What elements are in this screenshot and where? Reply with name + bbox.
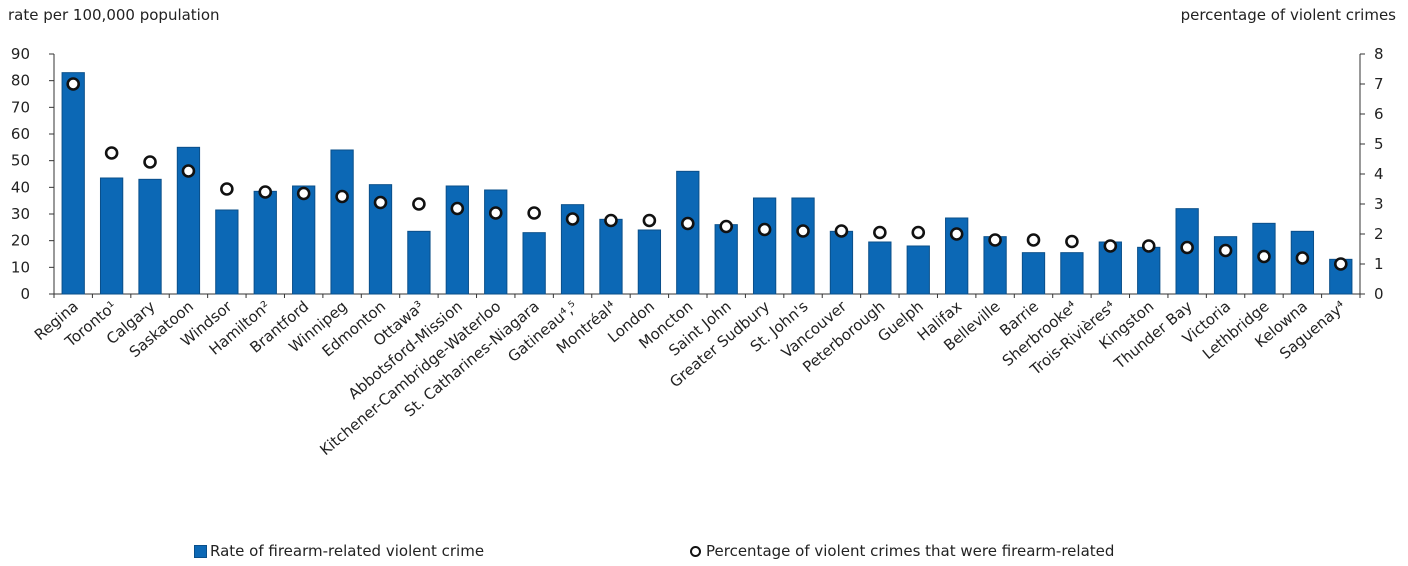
y-left-tick-label: 70	[11, 98, 30, 116]
legend-label-rate: Rate of firearm-related violent crime	[210, 542, 485, 560]
y-axis-right-title: percentage of violent crimes	[1180, 6, 1396, 24]
data-point	[757, 222, 772, 237]
bar	[1021, 252, 1046, 295]
y-right-tick-label: 2	[1374, 225, 1384, 243]
data-point	[911, 225, 926, 240]
data-point	[1141, 239, 1156, 253]
data-point	[873, 225, 887, 240]
data-point	[604, 213, 618, 228]
bar	[868, 241, 892, 295]
dot-series	[66, 77, 1348, 271]
x-axis-labels: ReginaToronto¹CalgarySaskatoonWindsorHam…	[31, 297, 1350, 459]
legend-item-rate: Rate of firearm-related violent crime	[194, 542, 484, 560]
bar	[215, 209, 239, 295]
data-point	[527, 206, 541, 220]
data-point	[719, 219, 734, 234]
bar	[599, 218, 623, 295]
bar	[330, 149, 354, 295]
data-point	[1295, 251, 1310, 265]
y-left-tick-label: 60	[11, 125, 30, 143]
data-point	[488, 206, 503, 220]
y-left-tick-label: 30	[11, 205, 30, 223]
legend-dot-swatch	[690, 545, 701, 557]
data-point	[565, 212, 580, 226]
y-right-tick-label: 6	[1374, 105, 1384, 123]
data-point	[296, 186, 311, 201]
bar	[484, 189, 508, 295]
bar	[829, 230, 854, 295]
bar	[752, 197, 777, 295]
data-point	[412, 197, 426, 211]
data-point	[104, 146, 119, 160]
data-point	[335, 189, 349, 204]
data-point	[642, 213, 657, 228]
y-left-tick-label: 80	[11, 72, 30, 90]
bar	[1060, 252, 1084, 295]
bar	[253, 190, 277, 295]
y-right-tick-label: 3	[1374, 195, 1384, 213]
y-right-tick-label: 1	[1374, 255, 1384, 273]
bar	[445, 185, 469, 295]
combo-chart: 0 10 20 30 40 50 60 70 80 90 0 1 2 3 4 5 6 7 8 ReginaToron…	[11, 45, 1384, 459]
bar	[522, 232, 546, 295]
bar	[676, 170, 700, 295]
bar	[292, 185, 316, 295]
data-point	[1103, 239, 1118, 253]
data-point	[258, 185, 273, 199]
bar	[906, 245, 930, 295]
data-point	[949, 227, 964, 241]
y-left-tick-label: 40	[11, 178, 30, 196]
data-point	[796, 224, 810, 238]
data-point	[1026, 233, 1041, 247]
data-point	[1333, 257, 1348, 271]
data-point	[988, 233, 1002, 247]
data-point	[1218, 243, 1233, 258]
data-point	[220, 182, 234, 196]
bar	[99, 177, 124, 295]
bar-series	[61, 72, 1353, 295]
legend-label-percentage: Percentage of violent crimes that were f…	[706, 542, 1115, 560]
y-axis-left-title: rate per 100,000 population	[8, 6, 220, 24]
data-point	[143, 155, 157, 169]
data-point	[373, 195, 388, 210]
bar	[714, 224, 738, 295]
legend-bar-swatch	[194, 544, 207, 558]
bar	[407, 230, 431, 295]
bar	[368, 184, 393, 295]
bar	[61, 72, 85, 295]
bar	[791, 197, 815, 295]
y-left-tick-label: 50	[11, 152, 30, 170]
data-point	[834, 224, 849, 238]
data-point	[1065, 234, 1079, 249]
y-right-tick-label: 5	[1374, 135, 1384, 153]
data-point	[680, 216, 695, 231]
bar	[1137, 246, 1161, 295]
bar	[138, 178, 162, 295]
data-point	[66, 77, 81, 91]
y-right-tick-label: 8	[1374, 45, 1384, 63]
data-point	[181, 164, 196, 178]
bar	[560, 204, 585, 295]
y-left-tick-label: 10	[11, 258, 30, 276]
y-right-tick-label: 4	[1374, 165, 1384, 183]
y-left-tick-label: 0	[20, 285, 30, 303]
data-point	[1180, 240, 1194, 255]
bar	[637, 229, 662, 295]
y-right-tick-label: 7	[1374, 75, 1384, 93]
y-left-tick-label: 90	[11, 45, 30, 63]
bar	[176, 146, 201, 295]
data-point	[450, 201, 465, 216]
y-right-tick-label: 0	[1374, 285, 1384, 303]
data-point	[1257, 249, 1271, 264]
y-left-tick-label: 20	[11, 232, 30, 250]
legend-item-percentage: Percentage of violent crimes that were f…	[690, 542, 1114, 560]
